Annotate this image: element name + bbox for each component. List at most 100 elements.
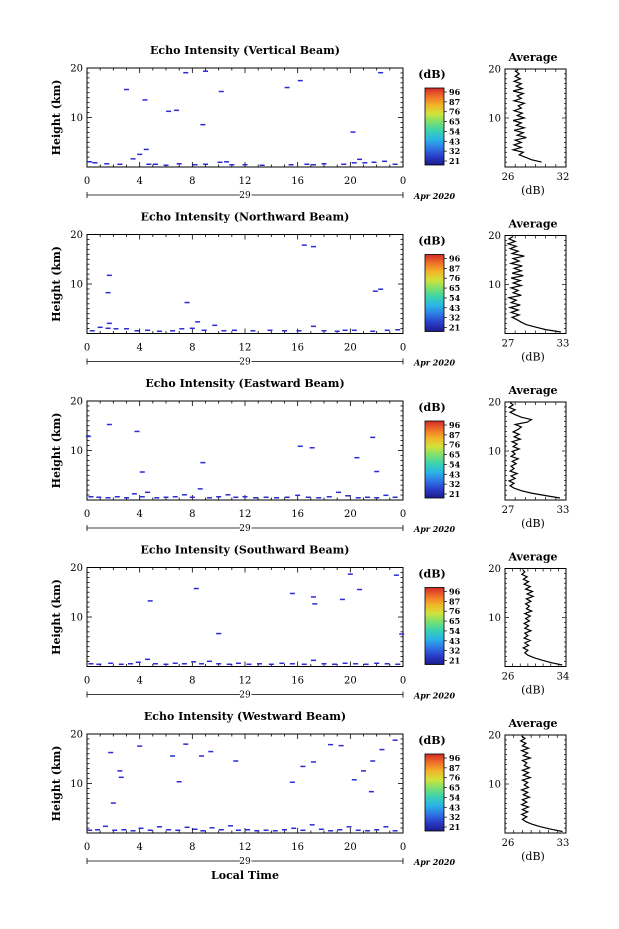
echo-point xyxy=(146,163,152,166)
echo-point xyxy=(242,496,248,498)
echo-point xyxy=(263,496,269,499)
echo-point xyxy=(97,326,103,329)
x-tick-label: 0 xyxy=(84,343,90,354)
echo-point xyxy=(200,830,206,832)
echo-point xyxy=(96,663,102,666)
colorbar-unit: (dB) xyxy=(418,68,445,81)
echo-point xyxy=(184,301,190,304)
echo-point xyxy=(176,781,182,783)
echo-point xyxy=(334,330,340,333)
echo-point xyxy=(267,329,273,332)
echo-point xyxy=(92,162,98,164)
echo-point xyxy=(201,329,207,332)
echo-point xyxy=(316,497,322,499)
echo-point xyxy=(203,163,208,166)
y-tick-label: 10 xyxy=(70,446,83,457)
colorbar-tick-label: 43 xyxy=(449,303,461,313)
echo-point xyxy=(114,496,120,498)
echo-point xyxy=(197,488,203,490)
echo-point xyxy=(370,760,376,762)
echo-point xyxy=(170,755,176,757)
echo-point xyxy=(296,330,302,332)
month-label: Apr 2020 xyxy=(413,524,456,534)
average-x-tick-label: 27 xyxy=(502,339,515,350)
echo-point xyxy=(321,163,327,165)
echo-point xyxy=(163,496,169,499)
colorbar-tick-label: 32 xyxy=(449,646,460,656)
echo-point xyxy=(208,750,214,753)
echo-point xyxy=(147,829,153,832)
echo-point xyxy=(301,663,307,666)
echo-point xyxy=(361,770,366,772)
echo-point xyxy=(335,491,341,494)
echo-point xyxy=(338,744,344,747)
average-profile-line xyxy=(520,569,563,666)
echo-point xyxy=(106,274,112,277)
echo-point xyxy=(118,663,124,666)
plot-frame xyxy=(86,400,404,501)
colorbar-tick-label: 32 xyxy=(449,313,460,323)
x-tick-label: 0 xyxy=(84,676,90,687)
echo-point xyxy=(370,330,376,333)
beam-panel: Echo Intensity (Vertical Beam) Height (km… xyxy=(50,44,569,203)
echo-point xyxy=(392,830,398,832)
average-y-tick-label: 20 xyxy=(488,231,501,242)
average-title: Average xyxy=(507,717,557,730)
colorbar-tick-label: 54 xyxy=(449,293,461,303)
echo-point xyxy=(117,770,123,772)
month-label: Apr 2020 xyxy=(413,691,456,701)
echo-point xyxy=(351,779,357,781)
echo-point xyxy=(88,496,94,498)
echo-point xyxy=(147,600,153,602)
echo-point xyxy=(166,829,172,831)
x-tick-label: 16 xyxy=(291,842,304,853)
echo-point xyxy=(105,291,111,294)
echo-point xyxy=(342,662,348,665)
echo-point xyxy=(374,662,380,665)
echo-point xyxy=(392,163,398,166)
echo-point xyxy=(209,827,215,829)
echo-point xyxy=(156,330,162,333)
echo-point xyxy=(357,588,363,591)
echo-point xyxy=(350,131,356,133)
average-y-tick-label: 20 xyxy=(488,564,501,575)
colorbar-tick-label: 43 xyxy=(449,802,461,812)
average-profile-line xyxy=(507,402,560,499)
echo-point xyxy=(289,781,295,784)
echo-point xyxy=(342,329,348,332)
average-unit-label: (dB) xyxy=(521,184,545,197)
echo-point xyxy=(288,164,294,166)
echo-point xyxy=(309,447,315,449)
echo-point xyxy=(170,330,176,332)
echo-point xyxy=(199,663,205,665)
echo-point xyxy=(284,86,290,89)
panel-title: Echo Intensity (Northward Beam) xyxy=(141,211,350,224)
echo-point xyxy=(364,830,370,832)
echo-point xyxy=(268,663,274,666)
average-x-tick-label: 26 xyxy=(502,672,515,683)
colorbar-tick-label: 65 xyxy=(449,616,460,626)
colorbar-tick-label: 32 xyxy=(449,812,460,822)
echo-point xyxy=(284,496,290,499)
average-title: Average xyxy=(507,551,557,564)
echo-point xyxy=(374,470,380,473)
echo-point xyxy=(368,790,374,793)
echo-point xyxy=(282,829,287,831)
average-unit-label: (dB) xyxy=(521,684,545,697)
echo-point xyxy=(106,423,112,426)
echo-point xyxy=(88,663,94,665)
echo-point xyxy=(235,662,241,665)
average-unit-label: (dB) xyxy=(521,351,545,364)
echo-point xyxy=(172,662,178,665)
echo-point xyxy=(297,79,303,82)
echo-point xyxy=(392,496,398,499)
echo-point xyxy=(135,661,141,664)
colorbar-tick-label: 54 xyxy=(449,459,461,469)
echo-point xyxy=(228,825,234,827)
day-label: 29 xyxy=(239,857,251,867)
beam-panel: Echo Intensity (Westward Beam) Height (km… xyxy=(50,710,569,869)
echo-point xyxy=(124,88,129,91)
echo-point xyxy=(310,596,316,598)
y-axis-label: Height (km) xyxy=(50,246,63,322)
colorbar-tick-label: 76 xyxy=(449,440,461,450)
